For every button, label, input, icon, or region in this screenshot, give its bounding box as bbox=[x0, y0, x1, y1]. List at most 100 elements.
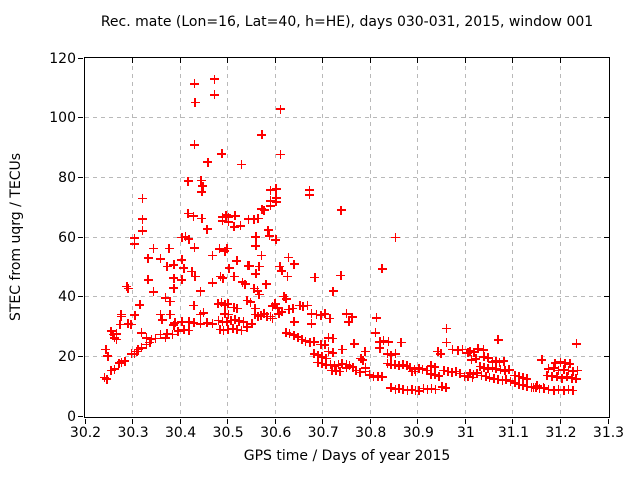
x-tick-mark bbox=[607, 419, 609, 424]
data-point bbox=[336, 270, 346, 280]
data-point bbox=[559, 385, 569, 395]
data-point bbox=[190, 271, 200, 281]
data-point bbox=[382, 358, 392, 368]
data-point bbox=[465, 368, 475, 378]
data-point bbox=[542, 370, 552, 380]
plot-area bbox=[78, 57, 610, 424]
data-point bbox=[265, 185, 275, 195]
data-point bbox=[240, 279, 250, 289]
data-point bbox=[303, 300, 312, 310]
data-point bbox=[483, 353, 493, 363]
data-point bbox=[224, 310, 234, 320]
data-point bbox=[284, 329, 294, 339]
data-point bbox=[108, 330, 118, 340]
x-tick-mark-top bbox=[512, 58, 514, 63]
data-point bbox=[390, 349, 400, 359]
data-point bbox=[253, 311, 263, 321]
data-point bbox=[487, 357, 497, 367]
data-point bbox=[116, 311, 126, 321]
data-point bbox=[390, 359, 400, 369]
data-point bbox=[160, 333, 170, 343]
data-point bbox=[167, 330, 177, 340]
data-point bbox=[189, 79, 199, 89]
x-gridline bbox=[559, 58, 561, 417]
data-point bbox=[126, 319, 136, 329]
data-point bbox=[143, 275, 153, 285]
data-point bbox=[156, 254, 166, 264]
data-point bbox=[218, 273, 228, 283]
y-tick-mark-right bbox=[604, 117, 609, 119]
data-point bbox=[109, 333, 119, 343]
data-point bbox=[267, 313, 277, 323]
data-point bbox=[348, 362, 358, 372]
data-point bbox=[202, 318, 212, 328]
data-point bbox=[102, 374, 112, 384]
data-point bbox=[475, 361, 485, 371]
data-point bbox=[402, 385, 412, 395]
data-point bbox=[184, 325, 194, 335]
data-point bbox=[259, 309, 269, 319]
data-point bbox=[485, 373, 495, 383]
data-point bbox=[123, 284, 133, 294]
data-point bbox=[382, 349, 392, 359]
data-point bbox=[169, 320, 179, 330]
data-point bbox=[405, 363, 415, 373]
data-point bbox=[547, 371, 557, 381]
data-point bbox=[177, 255, 187, 265]
data-point bbox=[271, 235, 281, 245]
data-point bbox=[215, 324, 225, 334]
data-point bbox=[283, 271, 293, 281]
data-point bbox=[196, 286, 206, 296]
data-point bbox=[386, 383, 396, 393]
data-point bbox=[226, 316, 236, 326]
data-point bbox=[320, 340, 330, 350]
data-point bbox=[491, 356, 501, 366]
data-point bbox=[468, 370, 478, 380]
data-point bbox=[251, 241, 261, 251]
data-point bbox=[232, 324, 242, 334]
data-point bbox=[203, 157, 213, 167]
data-point bbox=[160, 293, 170, 303]
data-point bbox=[313, 350, 323, 360]
data-point bbox=[217, 149, 227, 159]
data-point bbox=[117, 357, 127, 367]
data-point bbox=[216, 271, 225, 281]
data-point bbox=[189, 318, 199, 328]
data-point bbox=[496, 365, 506, 375]
data-point bbox=[223, 324, 233, 334]
data-point bbox=[253, 214, 263, 223]
data-point bbox=[247, 319, 257, 329]
data-point bbox=[390, 233, 400, 243]
data-point bbox=[147, 334, 157, 344]
data-point bbox=[491, 364, 501, 374]
x-tick-label: 30.5 bbox=[212, 425, 244, 441]
x-tick-label: 31.2 bbox=[545, 425, 577, 441]
x-tick-label: 30.6 bbox=[260, 425, 292, 441]
y-tick-mark-right bbox=[604, 176, 609, 178]
data-point bbox=[351, 365, 361, 375]
data-point bbox=[493, 335, 503, 345]
data-point bbox=[279, 291, 289, 301]
data-point bbox=[447, 367, 457, 377]
data-point bbox=[242, 322, 252, 332]
data-point bbox=[207, 278, 217, 288]
data-point bbox=[469, 347, 479, 357]
data-point bbox=[373, 371, 383, 381]
data-point bbox=[120, 356, 130, 366]
data-point bbox=[328, 333, 338, 343]
y-tick-mark bbox=[78, 236, 83, 238]
data-point bbox=[207, 319, 217, 329]
data-point bbox=[418, 364, 428, 374]
data-point bbox=[497, 375, 507, 385]
data-point bbox=[274, 309, 284, 319]
y-gridline bbox=[85, 117, 609, 119]
data-point bbox=[179, 324, 189, 334]
data-point bbox=[137, 328, 147, 338]
data-point bbox=[564, 384, 574, 394]
data-point bbox=[472, 368, 482, 378]
data-point bbox=[277, 266, 287, 276]
data-point bbox=[229, 302, 239, 312]
data-point bbox=[267, 301, 277, 311]
data-point bbox=[169, 273, 179, 283]
y-tick-mark bbox=[78, 415, 83, 417]
